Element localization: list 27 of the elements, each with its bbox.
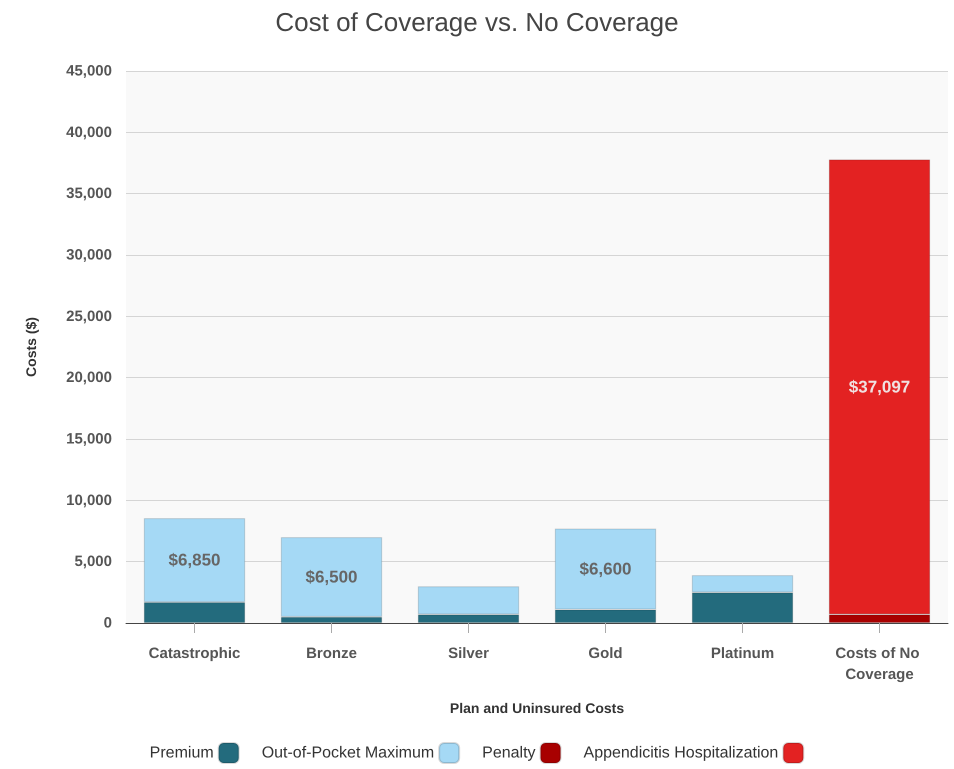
y-tick-label: 30,000 [66,246,112,264]
data-label: $6,600 [580,560,632,579]
y-tick-label: 10,000 [66,492,112,509]
legend-label: Out-of-Pocket Maximum [262,744,434,762]
data-label: $6,850 [168,550,220,570]
y-tick-label: 25,000 [66,308,112,325]
x-tick-label: Costs of No Coverage [835,645,924,683]
x-axis-title: Plan and Uninsured Costs [450,700,624,716]
legend-label: Penalty [482,744,536,762]
y-axis-title: Costs ($) [23,317,39,377]
x-tick-label: Gold [588,645,623,662]
chart-title: Cost of Coverage vs. No Coverage [275,7,679,37]
data-label: $37,097 [848,377,910,396]
legend-label: Premium [150,744,214,762]
legend-label: Appendicitis Hospitalization [584,744,778,762]
data-label: $6,500 [306,568,358,586]
y-tick-label: 40,000 [66,124,112,141]
x-tick-label: Silver [448,645,490,662]
x-tick-label: Platinum [710,645,774,662]
y-tick-label: 5,000 [74,553,112,570]
y-tick-label: 0 [104,614,112,632]
y-tick-label: 35,000 [66,185,112,202]
x-tick-label: Bronze [306,645,357,662]
y-tick-label: 45,000 [66,62,112,80]
y-tick-label: 20,000 [66,369,112,386]
x-tick-label: Catastrophic [148,645,240,662]
y-tick-label: 15,000 [66,430,112,448]
